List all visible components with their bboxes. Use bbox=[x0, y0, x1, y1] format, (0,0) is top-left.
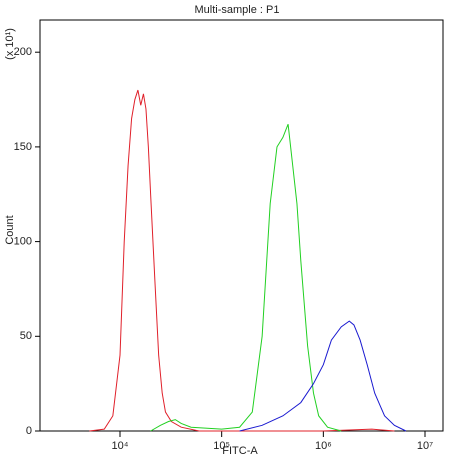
y-tick-label: 50 bbox=[20, 330, 32, 342]
x-axis-label: FITC-A bbox=[222, 445, 258, 457]
x-tick-label: 10⁴ bbox=[112, 440, 129, 452]
histogram-line bbox=[239, 320, 407, 432]
y-tick-label: 0 bbox=[26, 425, 32, 437]
y-tick-label: 150 bbox=[14, 141, 32, 153]
x-tick-label: 10⁶ bbox=[315, 440, 332, 452]
x-tick-label: 10⁵ bbox=[213, 440, 230, 452]
x-tick-label: 10⁷ bbox=[417, 440, 433, 452]
y-multiplier: (x 10¹) bbox=[4, 28, 16, 60]
chart-title: Multi-sample : P1 bbox=[195, 4, 280, 16]
histogram-line bbox=[150, 123, 342, 432]
y-tick-label: 200 bbox=[14, 46, 32, 58]
y-axis-label: Count bbox=[4, 215, 16, 244]
histogram-line bbox=[89, 89, 395, 432]
plot-frame bbox=[39, 19, 444, 432]
y-tick-label: 100 bbox=[14, 236, 32, 248]
